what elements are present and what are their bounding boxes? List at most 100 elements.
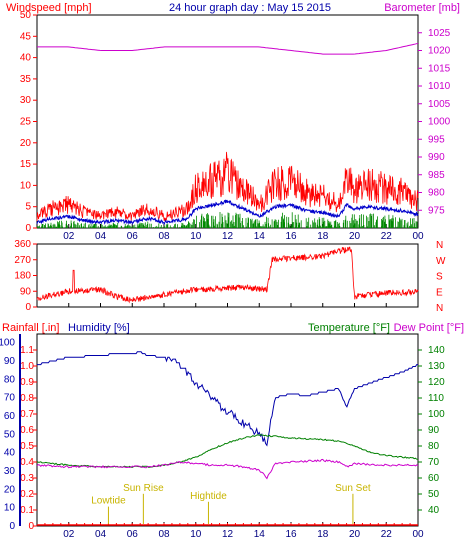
humidity-tick-label: 70 [4, 393, 16, 404]
hour-tick-label: 08 [158, 529, 170, 540]
hour-tick-label: 16 [285, 231, 297, 242]
temperature-tick-label: 80 [428, 441, 440, 452]
wind-tick-label: 15 [20, 159, 32, 170]
direction-tick-label: 180 [14, 271, 31, 282]
series-humidity [37, 351, 418, 447]
dewpoint-axis-title: Dew Point [°F] [394, 322, 464, 334]
hour-tick-label: 04 [95, 231, 107, 242]
hour-tick-label: 12 [222, 529, 234, 540]
wind-tick-label: 10 [20, 180, 32, 191]
temperature-axis-title: Temperature [°F] [308, 322, 390, 334]
series-temperature [36, 434, 419, 468]
windspeed-axis-title: Windspeed [mph] [6, 2, 92, 14]
temperature-tick-label: 130 [428, 361, 445, 372]
wind-tick-label: 25 [20, 117, 32, 128]
temperature-tick-label: 110 [428, 393, 444, 404]
barometer-tick-label: 975 [428, 205, 445, 216]
panel-wind-barometer: 0510152025303540455097598098599099510001… [20, 10, 451, 242]
rain-tick-label: 0.3 [20, 473, 34, 484]
rain-tick-label: 0.4 [20, 457, 34, 468]
hour-tick-label: 22 [381, 231, 393, 242]
barometer-tick-label: 985 [428, 170, 445, 181]
barometer-tick-label: 1010 [428, 81, 451, 92]
temperature-tick-label: 90 [428, 425, 440, 436]
temperature-tick-label: 120 [428, 377, 445, 388]
humidity-tick-label: 20 [4, 484, 16, 495]
temperature-tick-label: 70 [428, 457, 440, 468]
annotation-label: Sun Set [335, 483, 371, 494]
hour-tick-label: 00 [412, 231, 424, 242]
compass-label: S [436, 272, 443, 283]
hour-tick-label: 00 [412, 529, 424, 540]
humidity-tick-label: 40 [4, 448, 16, 459]
rain-tick-label: 0.6 [20, 425, 34, 436]
hour-tick-label: 06 [127, 231, 139, 242]
wind-tick-label: 50 [20, 10, 32, 21]
humidity-tick-label: 50 [4, 429, 16, 440]
humidity-tick-label: 0 [9, 521, 15, 532]
panel-rain-humidity-temperature: 0 0.1 0.2 0.3 0.4 0.5 0.6 0.7 0.8 0.9 1.0 1.1 0 10 20 3… [0, 333, 445, 540]
rain-tick-label: 1.0 [20, 361, 34, 372]
temperature-tick-label: 40 [428, 505, 440, 516]
barometer-tick-label: 1000 [428, 117, 451, 128]
temperature-tick-label: 60 [428, 473, 440, 484]
rain-tick-label: 0.7 [20, 409, 34, 420]
wind-tick-label: 45 [20, 31, 32, 42]
hour-tick-label: 16 [285, 529, 297, 540]
hour-tick-label: 20 [349, 529, 361, 540]
barometer-tick-label: 1015 [428, 63, 451, 74]
compass-label: W [436, 256, 446, 267]
direction-tick-label: 90 [20, 286, 32, 297]
wind-tick-label: 35 [20, 74, 32, 85]
hour-tick-label: 12 [222, 231, 234, 242]
rain-tick-label: 1.1 [20, 345, 34, 356]
hour-tick-label: 18 [317, 231, 329, 242]
hour-tick-label: 20 [349, 231, 361, 242]
humidity-tick-label: 90 [4, 356, 16, 367]
series-barometer [37, 42, 419, 55]
barometer-axis-title: Barometer [mb] [384, 2, 460, 14]
hour-tick-label: 02 [63, 529, 75, 540]
wind-tick-label: 30 [20, 95, 32, 106]
temperature-tick-label: 140 [428, 345, 445, 356]
wind-tick-label: 5 [25, 202, 31, 213]
rain-tick-label: 0.5 [20, 441, 34, 452]
barometer-tick-label: 995 [428, 134, 445, 145]
humidity-tick-label: 60 [4, 411, 16, 422]
hour-tick-label: 10 [190, 231, 202, 242]
humidity-axis-title: Humidity [%] [68, 322, 130, 334]
compass-label: N [436, 240, 443, 251]
hour-tick-label: 22 [381, 529, 393, 540]
humidity-tick-label: 30 [4, 466, 16, 477]
chart-title: 24 hour graph day : May 15 2015 [169, 2, 331, 14]
direction-tick-label: 0 [25, 302, 31, 313]
hour-tick-label: 06 [127, 529, 139, 540]
hour-tick-label: 08 [158, 231, 170, 242]
series-low-wind [37, 212, 419, 228]
humidity-tick-label: 10 [4, 503, 16, 514]
hour-tick-label: 02 [63, 231, 75, 242]
series-wind-direction [36, 246, 419, 304]
barometer-tick-label: 1020 [428, 46, 451, 57]
annotation-label: Sun Rise [123, 483, 164, 494]
series-windspeed [36, 151, 419, 222]
hour-tick-label: 04 [95, 529, 107, 540]
hour-tick-label: 14 [254, 529, 266, 540]
barometer-tick-label: 1005 [428, 99, 451, 110]
panel-wind-direction: 0 N 90 E 180 S 270 W 360 N [14, 239, 446, 314]
compass-label: E [436, 287, 443, 298]
wind-tick-label: 40 [20, 53, 32, 64]
temperature-tick-label: 50 [428, 489, 440, 500]
wind-tick-label: 0 [25, 223, 31, 234]
barometer-tick-label: 980 [428, 188, 445, 199]
direction-tick-label: 270 [14, 255, 31, 266]
humidity-tick-label: 100 [0, 338, 15, 349]
rain-tick-label: 0 [28, 521, 34, 532]
hour-tick-label: 18 [317, 529, 329, 540]
barometer-tick-label: 1025 [428, 28, 451, 39]
humidity-tick-label: 80 [4, 374, 16, 385]
direction-tick-label: 360 [14, 239, 31, 250]
series-avg-wind [36, 199, 419, 226]
rain-tick-label: 0.9 [20, 377, 34, 388]
